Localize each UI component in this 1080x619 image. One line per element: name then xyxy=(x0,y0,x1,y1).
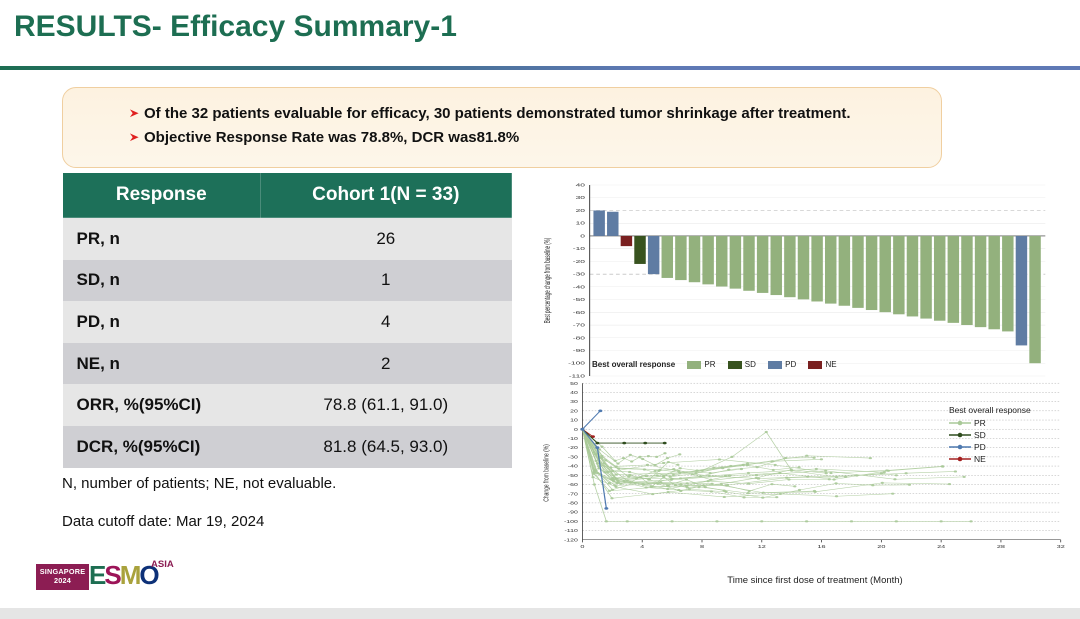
svg-text:30: 30 xyxy=(570,400,579,405)
svg-text:8: 8 xyxy=(700,544,705,550)
svg-text:12: 12 xyxy=(758,544,767,550)
svg-text:50: 50 xyxy=(570,382,579,387)
svg-text:-20: -20 xyxy=(573,260,585,265)
svg-text:-30: -30 xyxy=(568,455,579,460)
svg-text:-20: -20 xyxy=(568,446,579,451)
svg-text:-60: -60 xyxy=(568,483,579,488)
svg-text:30: 30 xyxy=(576,196,586,201)
svg-text:Change from baseline (%): Change from baseline (%) xyxy=(543,444,551,502)
svg-text:-60: -60 xyxy=(573,310,585,315)
svg-text:-100: -100 xyxy=(564,520,579,525)
svg-text:4: 4 xyxy=(640,544,645,550)
svg-text:-40: -40 xyxy=(568,464,579,469)
svg-text:-90: -90 xyxy=(573,349,585,354)
svg-text:0: 0 xyxy=(580,234,585,239)
svg-text:20: 20 xyxy=(576,209,586,214)
svg-text:0: 0 xyxy=(574,428,579,433)
svg-text:-50: -50 xyxy=(573,298,585,303)
svg-text:-70: -70 xyxy=(568,492,579,497)
svg-text:28: 28 xyxy=(997,544,1006,550)
svg-text:-100: -100 xyxy=(568,361,585,366)
svg-text:32: 32 xyxy=(1057,544,1066,550)
svg-text:20: 20 xyxy=(877,544,886,550)
svg-text:-90: -90 xyxy=(568,511,579,516)
svg-text:-40: -40 xyxy=(573,285,585,290)
svg-text:-70: -70 xyxy=(573,323,585,328)
svg-text:-80: -80 xyxy=(568,501,579,506)
svg-text:-80: -80 xyxy=(573,336,585,341)
svg-text:-10: -10 xyxy=(573,247,585,252)
svg-text:-10: -10 xyxy=(568,437,579,442)
svg-text:-110: -110 xyxy=(564,529,578,534)
svg-text:20: 20 xyxy=(570,409,579,414)
svg-text:10: 10 xyxy=(576,221,586,226)
svg-text:16: 16 xyxy=(817,544,826,550)
svg-text:24: 24 xyxy=(937,544,946,550)
svg-text:40: 40 xyxy=(570,391,579,396)
svg-text:-50: -50 xyxy=(568,474,579,479)
svg-text:0: 0 xyxy=(580,544,585,550)
svg-text:-120: -120 xyxy=(564,538,579,543)
svg-text:10: 10 xyxy=(570,418,579,423)
svg-text:-30: -30 xyxy=(573,272,585,277)
svg-text:Best percentage change from ba: Best percentage change from baseline (%) xyxy=(544,238,553,324)
svg-text:40: 40 xyxy=(576,183,586,188)
